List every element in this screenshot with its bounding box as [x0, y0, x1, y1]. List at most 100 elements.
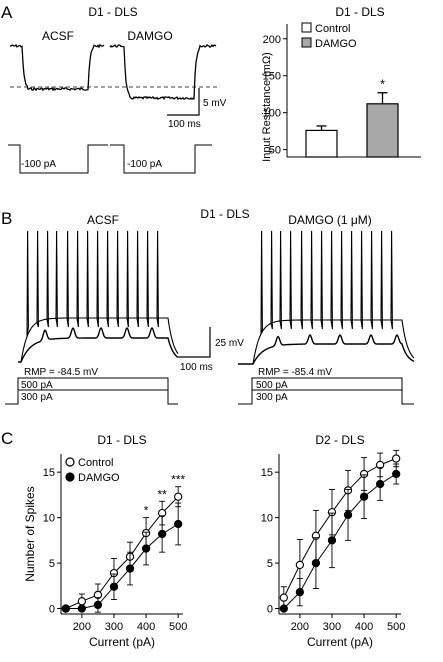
panel-b-acsf-label: ACSF — [87, 213, 119, 227]
scale-bar-mv-label: 5 mV — [203, 98, 227, 109]
data-point-control — [392, 454, 401, 463]
chart-y-tick-label: 5 — [49, 558, 55, 570]
step-label-damgo: -100 pA — [127, 159, 162, 170]
data-point-damgo — [141, 544, 151, 553]
chart-y-tick-label: 15 — [261, 467, 273, 479]
bar-chart-title: D1 - DLS — [335, 5, 384, 19]
data-point-damgo — [343, 510, 353, 520]
data-point-damgo — [125, 564, 135, 573]
data-point-control — [77, 597, 87, 606]
bar-chart-y-tick-label: 100 — [263, 108, 281, 120]
bar-control — [305, 129, 338, 158]
chart-x-tick-label: 500 — [169, 621, 187, 633]
panel-a-title: D1 - DLS — [88, 5, 137, 19]
step-label-300pa-damgo: 300 pA — [256, 392, 288, 403]
significance-marker: *** — [171, 473, 185, 487]
current-step-damgo — [110, 144, 212, 174]
data-point-control — [295, 560, 305, 570]
rmp-label-damgo: RMP = -85.4 mV — [258, 367, 332, 378]
panel-b-title: D1 - DLS — [200, 207, 249, 221]
panel-a-damgo-label: DAMGO — [127, 29, 172, 43]
data-point-damgo — [157, 529, 167, 539]
data-point-damgo — [174, 519, 183, 529]
panel-b-damgo-label: DAMGO (1 μM) — [288, 213, 372, 227]
panel-c-letter: C — [1, 429, 13, 448]
chart-x-axis-label: Current (pA) — [307, 635, 373, 649]
chart-y-axis-label: Number of Spikes — [23, 486, 37, 581]
damgo-subthreshold-trace-300pa — [238, 334, 415, 365]
d2-spikes-chart: D2 - DLS 0 5 10 15 200 300 400 500 Current (pA) — [261, 433, 406, 649]
scale-bar-b — [178, 327, 211, 358]
acsf-subthreshold-trace-300pa — [18, 327, 179, 363]
data-point-damgo — [61, 604, 70, 613]
data-point-damgo — [359, 492, 369, 501]
chart-x-tick-label: 400 — [355, 621, 373, 633]
bar-chart: 50 100 150 200 * — [263, 24, 421, 158]
scale-bar-b-ms-label: 100 ms — [180, 362, 213, 373]
scale-bar-b-mv-label: 25 mV — [215, 338, 244, 349]
chart-x-tick-label: 200 — [73, 621, 91, 633]
scale-bar-a — [167, 88, 200, 116]
significance-marker: ** — [157, 487, 167, 501]
d1-spikes-chart: D1 - DLS 0 5 10 15 200 300 400 500 Current (pA) Nu… — [23, 433, 187, 649]
bar-chart-ylabel: Input Resistance (mΩ) — [261, 52, 273, 162]
legend-swatch-control — [301, 22, 312, 33]
legend-label-damgo: DAMGO — [315, 38, 357, 50]
acsf-voltage-trace — [9, 43, 105, 92]
panel-a-acsf-label: ACSF — [42, 29, 74, 43]
data-point-damgo — [279, 604, 288, 613]
chart-y-tick-label: 0 — [267, 604, 273, 616]
data-point-control — [174, 492, 183, 501]
bar-significance-marker: * — [380, 77, 385, 92]
legend-marker-control — [65, 457, 75, 467]
scale-bar-ms-label: 100 ms — [168, 119, 201, 130]
bar-chart-y-tick-label: 50 — [269, 145, 281, 157]
chart-y-tick-label: 0 — [49, 604, 55, 616]
chart-y-tick-label: 5 — [267, 558, 273, 570]
step-label-300pa-acsf: 300 pA — [21, 392, 53, 403]
panel-b-letter: B — [1, 209, 12, 228]
acsf-spike-trace-500pa — [18, 230, 179, 363]
current-step-500pa-damgo — [238, 377, 414, 405]
chart-x-tick-label: 200 — [291, 621, 309, 633]
rmp-label-acsf: RMP = -84.5 mV — [24, 367, 98, 378]
bar-chart-y-tick-label: 200 — [263, 34, 281, 46]
data-point-damgo — [375, 479, 385, 489]
chart-title: D2 - DLS — [315, 433, 364, 447]
data-point-damgo — [77, 604, 87, 613]
step-label-500pa-damgo: 500 pA — [256, 380, 288, 391]
chart-y-tick-label: 10 — [43, 513, 55, 525]
current-step-acsf — [8, 144, 108, 174]
data-point-damgo — [93, 600, 103, 610]
data-point-damgo — [392, 469, 401, 479]
chart-x-tick-label: 300 — [323, 621, 341, 633]
bar-damgo — [366, 103, 399, 158]
chart-x-tick-label: 500 — [387, 621, 405, 633]
chart-y-tick-label: 10 — [261, 513, 273, 525]
bar-chart-legend: Control DAMGO — [301, 22, 357, 50]
data-point-damgo — [109, 582, 119, 591]
chart-x-tick-label: 300 — [105, 621, 123, 633]
bar-chart-y-tick-label: 150 — [263, 71, 281, 83]
legend-swatch-damgo — [301, 37, 312, 48]
chart-x-axis-label: Current (pA) — [89, 635, 155, 649]
legend-label-control: Control — [315, 23, 350, 35]
chart-x-tick-label: 400 — [137, 621, 155, 633]
current-step-500pa-acsf — [5, 377, 178, 405]
data-point-damgo — [327, 536, 337, 545]
legend-label-control: Control — [78, 457, 113, 469]
legend-label-damgo: DAMGO — [78, 472, 120, 484]
legend-marker-damgo — [65, 472, 75, 482]
damgo-voltage-trace — [109, 43, 217, 101]
chart-title: D1 - DLS — [97, 433, 146, 447]
significance-marker: * — [144, 504, 149, 518]
data-point-control — [279, 593, 288, 602]
chart-y-tick-label: 15 — [43, 467, 55, 479]
panel-a-letter: A — [1, 3, 13, 22]
step-label-acsf: -100 pA — [21, 159, 56, 170]
damgo-spike-trace-500pa — [238, 230, 415, 365]
data-point-damgo — [311, 558, 321, 568]
step-label-500pa-acsf: 500 pA — [21, 380, 53, 391]
data-point-damgo — [295, 588, 305, 597]
